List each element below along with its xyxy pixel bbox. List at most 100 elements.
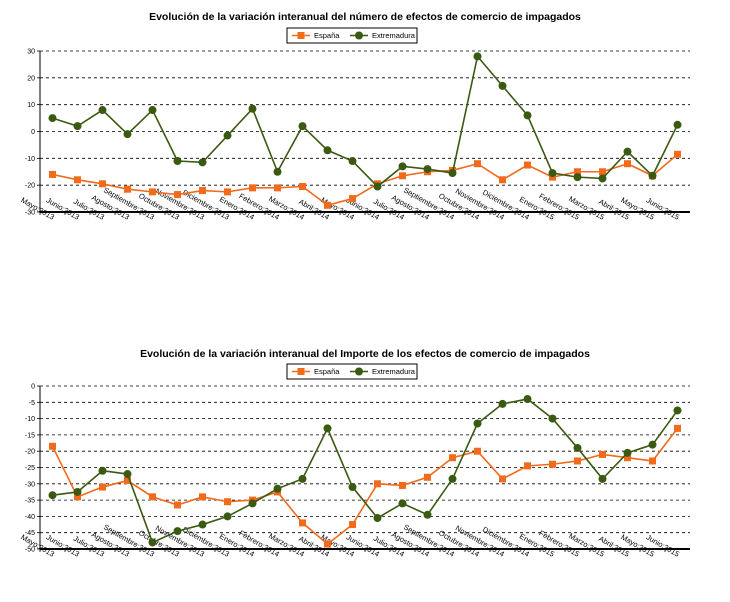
data-point [299,183,306,191]
data-point [623,147,632,156]
data-point [549,460,556,468]
data-point [174,501,181,509]
data-point [323,146,332,155]
data-point [673,120,682,129]
data-point [99,483,106,491]
data-point [249,184,256,192]
data-point [73,122,82,131]
data-point [298,122,307,131]
data-point [674,424,681,432]
data-point [574,457,581,465]
legend-label-espana: España [314,31,340,40]
series-line [52,153,679,207]
data-point [499,475,506,483]
data-point [198,520,207,529]
chart-1: Evolución de la variación interanual del… [19,11,690,222]
data-point [223,131,232,140]
legend-label-extremadura: Extremadura [372,31,416,40]
data-point [473,419,482,428]
data-point [123,470,132,479]
legend-marker-espana [297,368,305,375]
data-point [623,448,632,457]
data-point [199,493,206,501]
data-point [248,104,257,113]
y-tick-label: -10 [25,156,35,163]
data-point [423,165,432,174]
y-tick-label: 10 [27,102,35,109]
data-point [173,527,182,536]
legend-marker-extremadura [355,367,363,376]
data-point [399,481,406,489]
data-point [624,454,631,462]
data-point [574,168,581,176]
data-point [248,499,257,508]
data-point [673,406,682,415]
legend-marker-espana [297,32,305,39]
data-point [174,191,181,199]
data-point [524,462,531,470]
y-tick-label: -30 [25,210,35,217]
legend-label-espana: España [314,367,340,376]
y-tick-label: 30 [27,49,35,56]
data-point [48,114,57,123]
data-point [274,184,281,192]
y-tick-label: -20 [25,449,35,456]
data-point [448,169,457,178]
data-point [424,473,431,481]
data-point [549,173,556,181]
legend: España Extremadura [286,363,418,380]
data-point [298,474,307,483]
data-point [124,477,131,485]
data-point [349,521,356,529]
data-point [573,173,582,182]
legend-marker-extremadura [355,31,363,40]
y-tick-label: -20 [25,183,35,190]
data-point [273,484,282,493]
data-point [324,201,331,209]
series-espana [49,150,681,209]
data-point [649,457,656,465]
data-point [573,443,582,452]
data-point [523,111,532,120]
data-point [148,538,157,547]
data-point [124,185,131,193]
data-point [198,158,207,167]
data-point [199,187,206,195]
data-point [74,493,81,501]
data-point [598,474,607,483]
y-tick-label: 0 [31,129,35,136]
series-extremadura [48,52,682,191]
data-point [273,167,282,176]
data-point [648,440,657,449]
data-point [448,474,457,483]
data-point [474,160,481,168]
data-point [74,176,81,184]
data-point [498,399,507,408]
data-point [373,182,382,191]
data-point [473,52,482,61]
data-point [399,172,406,180]
y-tick-label: -40 [25,514,35,521]
data-point [423,510,432,519]
data-point [348,157,357,166]
data-point [149,188,156,196]
y-tick-label: 0 [31,384,35,391]
y-tick-label: 20 [27,75,35,82]
data-point [323,424,332,433]
y-tick-label: -30 [25,481,35,488]
chart-title: Evolución de la variación interanual del… [149,11,581,23]
series-line [51,427,679,546]
data-point [524,161,531,169]
chart-title: Evolución de la variación interanual del… [140,348,590,360]
data-point [173,157,182,166]
series-line [52,398,679,544]
y-tick-label: -25 [25,465,35,472]
data-point [224,188,231,196]
data-point [548,169,557,178]
series-line [52,54,679,188]
data-point [148,106,157,115]
series-extremadura [48,395,682,547]
data-point [149,493,156,501]
data-point [624,160,631,168]
data-point [523,395,532,404]
